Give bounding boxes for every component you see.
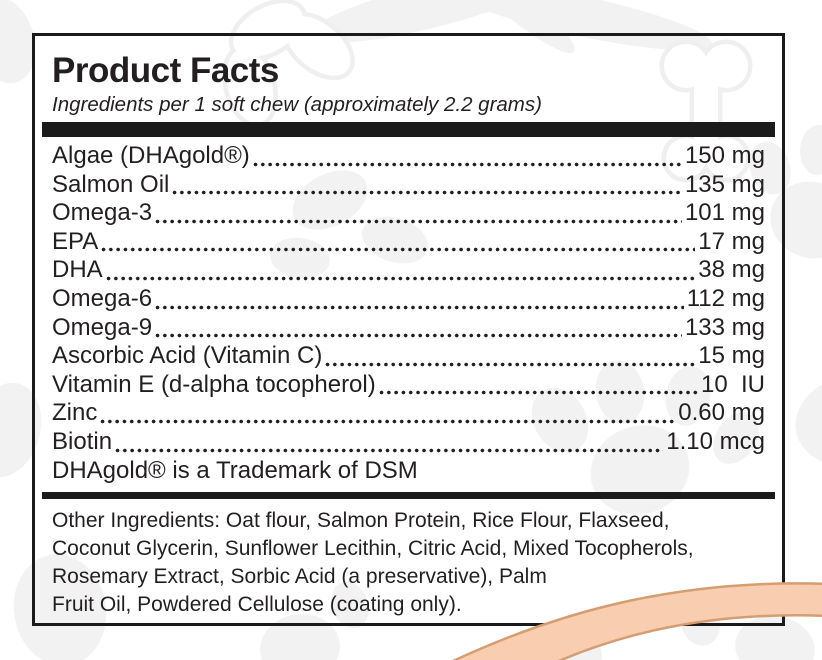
ingredient-amount: 38 mg (698, 256, 765, 284)
dot-leader (105, 275, 696, 281)
ingredient-row: DHA 38 mg (52, 256, 765, 285)
ingredient-name: Biotin (52, 427, 113, 455)
ingredient-row: EPA 17 mg (52, 228, 765, 257)
other-ingredients-line: Coconut Glycerin, Sunflower Lecithin, Ci… (52, 537, 694, 561)
ingredient-amount: 135 mg (684, 170, 765, 198)
ingredient-amount: 0.60 mg (678, 399, 765, 427)
bone-icon (664, 44, 748, 178)
ingredient-amount: 15 mg (698, 342, 765, 370)
ingredient-name: EPA (52, 227, 99, 255)
dot-leader (252, 161, 682, 167)
ingredient-row: Vitamin E (d-alpha tocopherol) 10 IU (52, 371, 765, 400)
ingredient-row: Ascorbic Acid (Vitamin C) 15 mg (52, 342, 765, 371)
ingredient-row: Omega-3 101 mg (52, 199, 765, 228)
ingredient-row: Salmon Oil 135 mg (52, 171, 765, 200)
ingredient-amount: 1.10 mcg (666, 427, 765, 455)
ingredient-name: Omega-3 (52, 199, 153, 227)
other-ingredients: Other Ingredients: Oat flour, Salmon Pro… (52, 507, 765, 619)
serving-info: Ingredients per 1 soft chew (approximate… (52, 93, 542, 116)
dot-leader (155, 304, 684, 310)
ingredient-name: Omega-6 (52, 284, 153, 312)
ingredient-row: Biotin 1.10 mcg (52, 428, 765, 457)
ingredient-name: DHA (52, 256, 103, 284)
dot-leader (155, 333, 682, 339)
dot-leader (115, 447, 664, 453)
ingredient-row: Omega-6 112 mg (52, 285, 765, 314)
flower-icon (226, 3, 351, 124)
ingredient-name: Zinc (52, 399, 98, 427)
dot-leader (325, 361, 696, 367)
trademark-note: DHAgold® is a Trademark of DSM (52, 456, 418, 484)
ingredient-amount: 17 mg (698, 227, 765, 255)
ingredient-name: Omega-9 (52, 313, 153, 341)
ingredient-name: Ascorbic Acid (Vitamin C) (52, 342, 323, 370)
thick-rule (42, 122, 775, 137)
product-facts-panel: Product Facts Ingredients per 1 soft che… (32, 33, 785, 626)
ingredient-amount: 10 IU (700, 370, 765, 398)
dot-leader (101, 247, 696, 253)
ingredient-name: Vitamin E (d-alpha tocopherol) (52, 370, 376, 398)
ingredient-name: Salmon Oil (52, 170, 170, 198)
other-ingredients-line: Rosemary Extract, Sorbic Acid (a preserv… (52, 565, 547, 589)
ingredient-amount: 112 mg (686, 284, 765, 312)
ingredient-name: Algae (DHAgold®) (52, 142, 250, 169)
ingredient-row: Zinc 0.60 mg (52, 399, 765, 428)
panel-title: Product Facts (52, 51, 279, 90)
dot-leader (100, 418, 676, 424)
ingredient-amount: 133 mg (684, 313, 765, 341)
dot-leader (172, 190, 682, 196)
leaf-icon (0, 0, 107, 660)
paw-print-icon (749, 125, 822, 259)
ingredient-amount: 101 mg (684, 199, 765, 227)
other-ingredients-line: Other Ingredients: Oat flour, Salmon Pro… (52, 509, 670, 533)
other-ingredients-line: Fruit Oil, Powdered Cellulose (coating o… (52, 593, 462, 617)
thin-rule (42, 492, 775, 500)
ingredient-row: Omega-9 133 mg (52, 314, 765, 343)
dot-leader (155, 218, 682, 224)
pattern-outline-fill-pass (226, 3, 748, 178)
ingredient-list: Algae (DHAgold®) 150 mg Salmon Oil 135 m… (52, 142, 765, 485)
ingredient-row: Algae (DHAgold®) 150 mg (52, 142, 765, 171)
dot-leader (378, 390, 698, 396)
ingredient-amount: 150 mg (684, 142, 765, 169)
